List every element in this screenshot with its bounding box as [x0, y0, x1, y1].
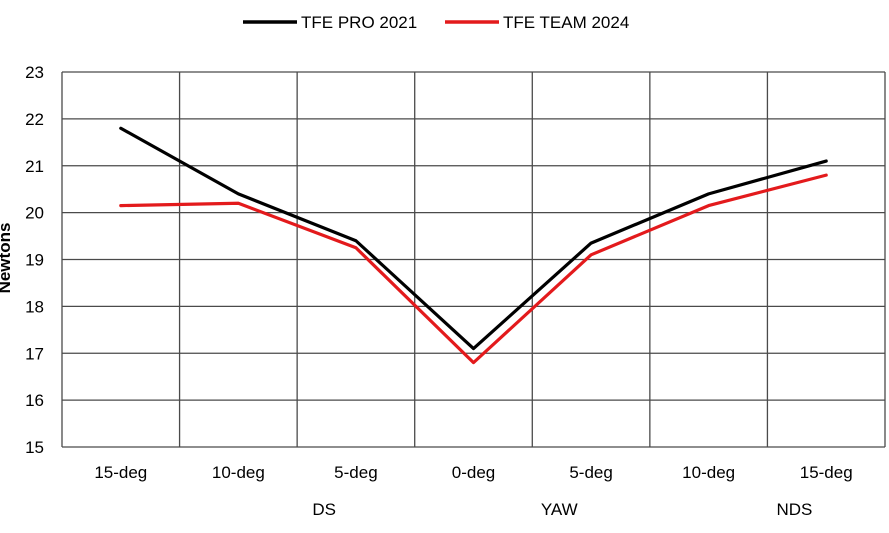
series-line-2: [119, 173, 828, 365]
legend: TFE PRO 2021 TFE TEAM 2024: [243, 13, 629, 32]
series-line-1: [119, 126, 828, 351]
y-tick-label: 20: [25, 204, 44, 223]
x-tick-label: 10-deg: [682, 463, 735, 482]
x-tick-label: 0-deg: [452, 463, 495, 482]
y-tick-label: 18: [25, 297, 44, 316]
y-tick-label: 17: [25, 344, 44, 363]
x-tick-label: 15-deg: [94, 463, 147, 482]
group-label: DS: [312, 500, 336, 519]
x-axis-ticks: 15-deg 10-deg 5-deg 0-deg 5-deg 10-deg 15-deg: [94, 463, 852, 482]
group-label: NDS: [776, 500, 812, 519]
y-axis-ticks: 15 16 17 18 19 20 21 22 23: [25, 63, 44, 457]
x-tick-label: 15-deg: [800, 463, 853, 482]
legend-label: TFE PRO 2021: [301, 13, 417, 32]
grid: [61, 71, 886, 448]
y-tick-label: 22: [25, 110, 44, 129]
y-tick-label: 23: [25, 63, 44, 82]
legend-label: TFE TEAM 2024: [503, 13, 629, 32]
y-tick-label: 21: [25, 157, 44, 176]
series-lines: [119, 126, 828, 365]
x-tick-label: 5-deg: [334, 463, 377, 482]
y-tick-label: 19: [25, 251, 44, 270]
x-axis-group-labels: DS YAW NDS: [312, 500, 812, 519]
y-tick-label: 15: [25, 438, 44, 457]
group-label: YAW: [541, 500, 578, 519]
y-axis-title: Newtons: [0, 223, 14, 294]
x-tick-label: 10-deg: [212, 463, 265, 482]
y-tick-label: 16: [25, 391, 44, 410]
x-tick-label: 5-deg: [569, 463, 612, 482]
